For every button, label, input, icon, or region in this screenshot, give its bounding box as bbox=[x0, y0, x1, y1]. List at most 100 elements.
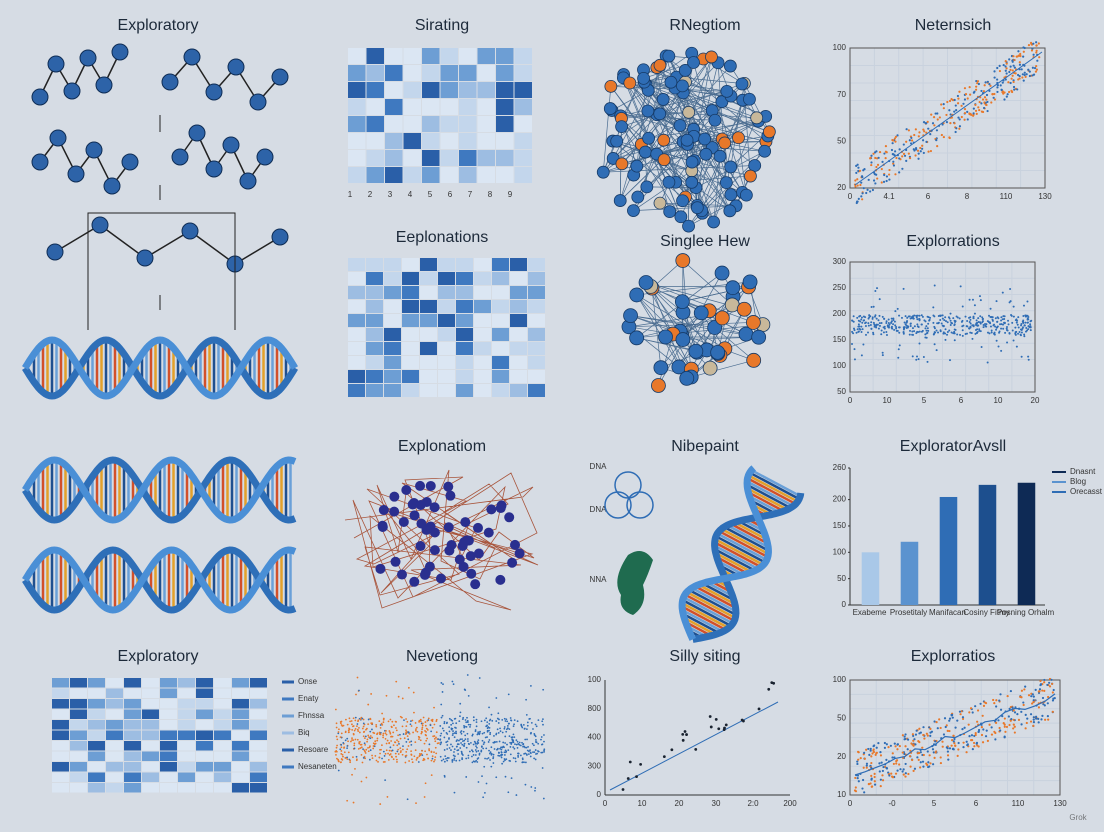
point bbox=[396, 739, 398, 742]
point bbox=[357, 730, 360, 733]
residue bbox=[407, 499, 418, 510]
point bbox=[859, 756, 862, 760]
point bbox=[941, 745, 944, 748]
point bbox=[358, 731, 361, 734]
plot-frame bbox=[849, 261, 1036, 393]
point bbox=[341, 758, 344, 761]
atom bbox=[95, 76, 113, 94]
heat-cell bbox=[528, 314, 545, 327]
point bbox=[853, 358, 856, 361]
heat-cell bbox=[142, 741, 159, 751]
point bbox=[1013, 725, 1016, 728]
point bbox=[472, 719, 475, 722]
heat-cell bbox=[440, 133, 458, 149]
point bbox=[452, 730, 454, 732]
point bbox=[355, 755, 358, 758]
point bbox=[1003, 317, 1006, 320]
point bbox=[956, 94, 960, 98]
point bbox=[529, 752, 532, 755]
heat-cell bbox=[178, 772, 195, 782]
atom bbox=[205, 160, 223, 178]
heat-cell bbox=[124, 720, 141, 730]
point bbox=[435, 736, 437, 739]
helix-strand bbox=[22, 336, 299, 400]
point bbox=[919, 146, 922, 150]
y-tick-label: 250 bbox=[833, 283, 847, 292]
point bbox=[934, 740, 937, 743]
point bbox=[855, 171, 858, 174]
point bbox=[490, 752, 493, 755]
heat-cell bbox=[88, 741, 105, 751]
point bbox=[1020, 689, 1024, 692]
point bbox=[516, 747, 519, 749]
point bbox=[467, 723, 470, 726]
atom bbox=[750, 111, 764, 125]
point bbox=[541, 720, 544, 723]
point bbox=[471, 761, 474, 764]
point bbox=[875, 751, 878, 754]
atom bbox=[91, 216, 109, 234]
point bbox=[512, 739, 515, 742]
heat-cell bbox=[474, 370, 491, 383]
point bbox=[891, 327, 894, 330]
point bbox=[922, 121, 926, 124]
point bbox=[905, 159, 908, 162]
point bbox=[533, 757, 536, 760]
atom bbox=[63, 82, 81, 100]
heat-cell bbox=[385, 65, 403, 81]
heat-cell bbox=[384, 342, 401, 355]
point bbox=[981, 110, 985, 114]
atom bbox=[685, 175, 699, 189]
point bbox=[975, 323, 978, 326]
point bbox=[394, 741, 397, 744]
point bbox=[867, 324, 870, 327]
base-pair bbox=[714, 544, 759, 571]
point bbox=[947, 758, 950, 761]
point bbox=[463, 726, 466, 729]
heat-cell bbox=[366, 272, 383, 285]
point bbox=[978, 329, 981, 332]
point bbox=[890, 772, 893, 775]
point bbox=[362, 756, 365, 759]
heat-cell bbox=[196, 772, 213, 782]
point bbox=[904, 323, 907, 326]
point bbox=[628, 760, 632, 764]
heat-cell bbox=[420, 384, 437, 397]
point bbox=[1011, 321, 1014, 324]
point bbox=[990, 331, 993, 334]
point bbox=[402, 745, 404, 747]
bond bbox=[687, 144, 743, 193]
point bbox=[508, 735, 511, 738]
heat-cell bbox=[88, 762, 105, 772]
base-pair bbox=[681, 602, 730, 630]
point bbox=[853, 348, 856, 351]
point bbox=[857, 330, 860, 333]
point bbox=[959, 285, 962, 288]
point bbox=[1020, 331, 1023, 334]
atom bbox=[653, 58, 667, 72]
bond bbox=[744, 83, 770, 132]
point bbox=[520, 725, 523, 728]
heat-cell bbox=[52, 688, 69, 698]
heat-cell bbox=[456, 286, 473, 299]
point bbox=[905, 321, 908, 324]
point bbox=[919, 731, 922, 734]
point bbox=[402, 733, 405, 735]
base-pair bbox=[720, 527, 769, 556]
atom bbox=[656, 93, 670, 106]
point bbox=[335, 753, 337, 756]
atom bbox=[762, 125, 776, 139]
point bbox=[367, 746, 369, 749]
point bbox=[948, 719, 951, 722]
point bbox=[501, 762, 504, 765]
point bbox=[503, 746, 505, 749]
point bbox=[1008, 70, 1011, 74]
point bbox=[1020, 322, 1023, 325]
point bbox=[902, 287, 905, 290]
panel-title: Neternsich bbox=[915, 17, 991, 34]
atom bbox=[67, 165, 85, 183]
point bbox=[448, 747, 451, 749]
point bbox=[882, 180, 886, 183]
point bbox=[945, 320, 948, 323]
point bbox=[1029, 329, 1032, 332]
